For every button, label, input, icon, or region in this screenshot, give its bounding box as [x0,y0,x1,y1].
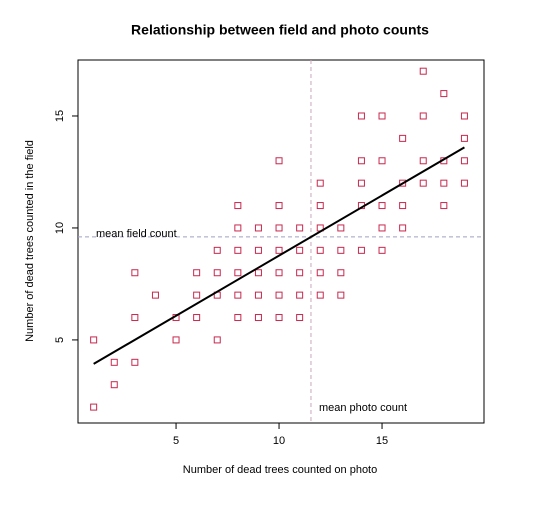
point [254,224,262,232]
point [399,224,407,232]
point [296,246,304,254]
point [254,291,262,299]
point [337,269,345,277]
point [275,269,283,277]
point [213,246,221,254]
point [131,358,139,366]
point [440,179,448,187]
point [316,269,324,277]
point [110,358,118,366]
fit-line [93,146,465,365]
point [337,246,345,254]
point [275,291,283,299]
point [378,202,386,210]
point [172,336,180,344]
point [378,224,386,232]
point [357,157,365,165]
point [90,336,98,344]
point [213,336,221,344]
point [296,291,304,299]
point [234,269,242,277]
point [193,314,201,322]
point [275,202,283,210]
point [254,246,262,254]
point [90,403,98,411]
point [275,157,283,165]
point [296,224,304,232]
point [151,291,159,299]
x-tick-label: 10 [273,435,285,447]
point [234,291,242,299]
point [378,157,386,165]
mean-field-label: mean field count [96,228,177,240]
point [378,246,386,254]
point [254,314,262,322]
point [399,202,407,210]
point [460,134,468,142]
point [460,157,468,165]
point [337,224,345,232]
point [213,269,221,277]
mean-photo-label: mean photo count [319,402,407,414]
point [337,291,345,299]
point [296,269,304,277]
point [419,67,427,75]
x-tick-label: 15 [376,435,388,447]
plot-frame [77,59,485,424]
x-axis-label: Number of dead trees counted on photo [183,464,377,476]
point [357,112,365,120]
point [131,269,139,277]
point [234,202,242,210]
point [357,246,365,254]
point [254,269,262,277]
y-tick-label: 10 [54,222,66,234]
x-tick-label: 5 [173,435,179,447]
point [419,157,427,165]
point [419,112,427,120]
point [316,246,324,254]
point [234,224,242,232]
point [357,179,365,187]
y-axis-label: Number of dead trees counted in the fiel… [24,140,36,342]
chart-title: Relationship between field and photo cou… [131,22,429,38]
point [234,314,242,322]
point [460,112,468,120]
point [460,179,468,187]
point [110,381,118,389]
point [131,314,139,322]
point [275,314,283,322]
point [296,314,304,322]
point [399,134,407,142]
y-tick-label: 5 [54,337,66,343]
point [316,179,324,187]
point [193,269,201,277]
point [234,246,242,254]
point [440,90,448,98]
point [275,224,283,232]
point [419,179,427,187]
point [316,291,324,299]
point [378,112,386,120]
point [275,246,283,254]
point [399,179,407,187]
point [316,202,324,210]
y-tick-label: 15 [54,110,66,122]
point [193,291,201,299]
point [440,202,448,210]
